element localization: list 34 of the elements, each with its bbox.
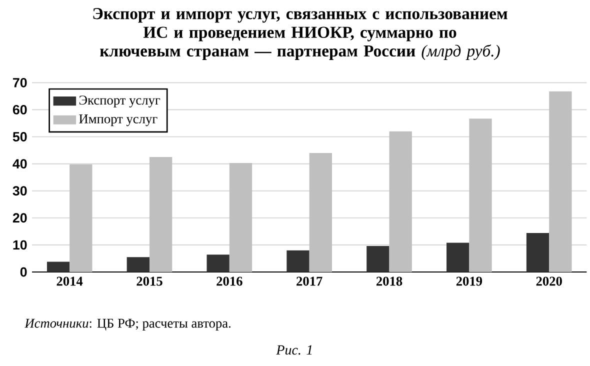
bar (446, 242, 470, 272)
legend-label: Импорт услуг (79, 114, 158, 126)
x-tick-label: 2014 (56, 276, 83, 286)
text: Источники: ЦБ РФ; расчеты автора. (24, 318, 231, 330)
y-tick-label: 0 (20, 267, 27, 277)
x-tick-label: 2017 (296, 276, 322, 286)
x-tick-label: 2018 (376, 276, 402, 286)
y-tick-label: 70 (13, 78, 27, 88)
bar (149, 157, 172, 272)
bar (389, 131, 412, 272)
bar (206, 254, 230, 272)
text: Рис. 1 (276, 345, 312, 355)
y-tick-label: 60 (12, 104, 27, 114)
x-tick-label: 2015 (136, 276, 162, 286)
legend-label: Экспорт услуг (79, 96, 160, 108)
y-tick-label: 30 (12, 186, 27, 196)
bar (126, 257, 150, 272)
bar (46, 262, 70, 272)
y-tick-label: 20 (12, 213, 27, 223)
bar (366, 246, 390, 272)
bar (526, 233, 550, 272)
y-tick-label: 10 (13, 240, 27, 250)
chart-title: Экспорт и импорт услуг, связанных с использованием ИС и проведением НИОКР, суммарно по ключевым странам — партнерам России (млрд руб.) (93, 8, 508, 60)
bar (286, 250, 310, 272)
x-tick-label: 2019 (456, 276, 482, 286)
x-tick-label: 2016 (216, 276, 242, 286)
x-tick-label: 2020 (536, 276, 562, 286)
bar (549, 91, 572, 272)
y-tick-label: 40 (12, 159, 27, 169)
bar (309, 152, 332, 272)
bar (229, 162, 252, 272)
y-tick-label: 50 (12, 132, 27, 142)
bar (70, 164, 92, 272)
bar (469, 118, 492, 272)
